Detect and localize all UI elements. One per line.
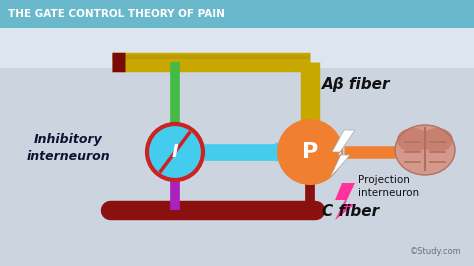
Ellipse shape (397, 128, 429, 152)
Text: I: I (172, 143, 178, 161)
Polygon shape (335, 183, 355, 220)
FancyBboxPatch shape (0, 0, 474, 28)
Polygon shape (276, 143, 292, 161)
Text: Aβ fiber: Aβ fiber (322, 77, 391, 93)
FancyBboxPatch shape (0, 28, 474, 68)
Text: P: P (302, 142, 318, 162)
Ellipse shape (395, 125, 455, 175)
Text: THE GATE CONTROL THEORY OF PAIN: THE GATE CONTROL THEORY OF PAIN (8, 9, 225, 19)
Text: Inhibitory
interneuron: Inhibitory interneuron (26, 132, 110, 164)
Text: Projection
interneuron: Projection interneuron (358, 175, 419, 198)
Polygon shape (330, 130, 355, 178)
Text: ©Study.com: ©Study.com (410, 247, 462, 256)
Circle shape (277, 119, 343, 185)
Circle shape (147, 124, 203, 180)
Ellipse shape (421, 128, 453, 152)
Text: C fiber: C fiber (322, 205, 379, 219)
